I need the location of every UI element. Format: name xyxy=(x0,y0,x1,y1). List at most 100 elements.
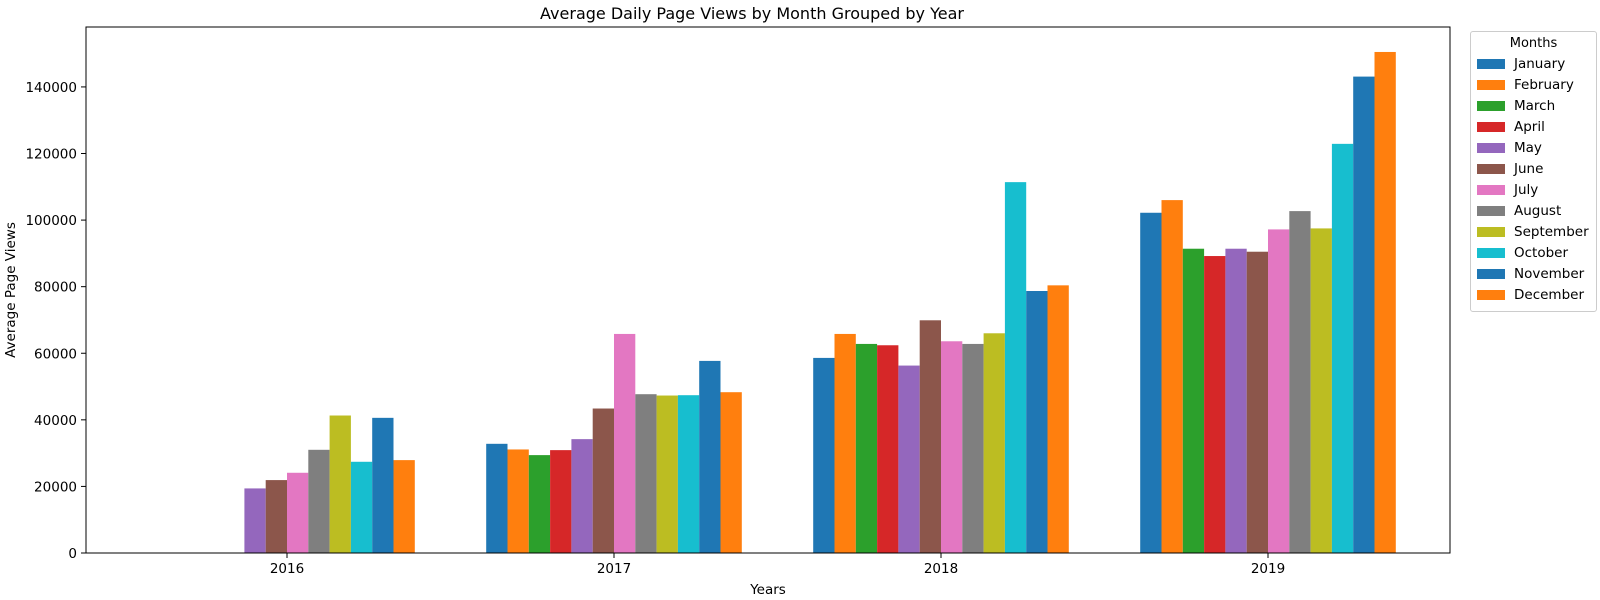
y-tick-label: 120000 xyxy=(25,147,77,163)
bar-october-2019 xyxy=(1331,143,1354,553)
legend-item-september: September xyxy=(1477,221,1590,242)
bar-may-2016 xyxy=(244,488,266,553)
legend-swatch xyxy=(1477,205,1505,216)
bar-august-2017 xyxy=(635,394,657,553)
bar-august-2018 xyxy=(962,343,984,553)
bar-may-2017 xyxy=(571,439,593,553)
y-axis-label: Average Page Views xyxy=(3,222,19,358)
x-tick-label: 2016 xyxy=(270,561,304,577)
bar-december-2017 xyxy=(720,392,742,553)
bar-november-2019 xyxy=(1353,76,1375,553)
bar-march-2018 xyxy=(855,343,878,553)
y-tick-label: 80000 xyxy=(34,280,77,296)
x-axis: 2016 2017 2018 2019 xyxy=(270,553,1285,577)
legend: Months January February March April May June J… xyxy=(1470,31,1597,312)
legend-label: April xyxy=(1514,118,1545,135)
bar-april-2017 xyxy=(550,450,572,553)
legend-swatch xyxy=(1477,142,1505,153)
bar-december-2016 xyxy=(393,460,415,553)
bar-january-2019 xyxy=(1140,212,1162,553)
legend-item-june: June xyxy=(1477,158,1590,179)
bar-august-2019 xyxy=(1289,211,1311,553)
bar-november-2018 xyxy=(1026,291,1048,553)
legend-title: Months xyxy=(1509,36,1558,51)
bar-june-2018 xyxy=(919,320,941,553)
x-tick-label: 2017 xyxy=(597,561,631,577)
bar-february-2019 xyxy=(1161,200,1183,554)
legend-swatch xyxy=(1477,58,1505,69)
legend-item-november: November xyxy=(1477,263,1590,284)
legend-label: February xyxy=(1514,76,1574,93)
legend-items: January February March April May June July Augu… xyxy=(1477,53,1590,305)
bar-june-2019 xyxy=(1246,251,1268,553)
y-tick-label: 0 xyxy=(68,546,77,562)
plot-frame xyxy=(85,26,1451,554)
legend-item-august: August xyxy=(1477,200,1590,221)
legend-item-april: April xyxy=(1477,116,1590,137)
legend-swatch xyxy=(1477,268,1505,279)
bar-january-2017 xyxy=(486,443,508,553)
bar-july-2019 xyxy=(1268,229,1290,553)
x-axis-label: Years xyxy=(749,582,786,598)
bars-group xyxy=(244,51,1396,554)
legend-swatch xyxy=(1477,247,1505,258)
y-axis: 0 20000 40000 60000 80000 100000 120000 140000 xyxy=(25,80,86,562)
bar-july-2018 xyxy=(941,341,963,553)
legend-swatch xyxy=(1477,163,1505,174)
legend-label: August xyxy=(1514,202,1562,219)
legend-label: May xyxy=(1514,139,1542,156)
legend-swatch xyxy=(1477,226,1505,237)
legend-item-may: May xyxy=(1477,137,1590,158)
legend-swatch xyxy=(1477,100,1505,111)
bar-march-2019 xyxy=(1182,248,1205,553)
bar-october-2018 xyxy=(1004,182,1027,553)
legend-swatch xyxy=(1477,79,1505,90)
bar-june-2017 xyxy=(592,408,614,553)
legend-label: October xyxy=(1514,244,1569,261)
bar-august-2016 xyxy=(308,449,330,553)
bar-january-2018 xyxy=(813,357,835,553)
y-tick-label: 140000 xyxy=(25,80,77,96)
bar-october-2017 xyxy=(677,395,700,553)
bar-may-2018 xyxy=(898,365,920,553)
bar-february-2017 xyxy=(507,449,529,553)
legend-label: November xyxy=(1514,265,1585,282)
bar-june-2016 xyxy=(265,480,287,553)
y-tick-label: 100000 xyxy=(25,213,77,229)
legend-swatch xyxy=(1477,121,1505,132)
legend-label: June xyxy=(1514,160,1544,177)
y-tick-label: 60000 xyxy=(34,346,77,362)
legend-item-july: July xyxy=(1477,179,1590,200)
y-tick-label: 20000 xyxy=(34,479,77,495)
bar-march-2017 xyxy=(528,455,551,553)
y-tick-label: 40000 xyxy=(34,413,77,429)
bar-december-2019 xyxy=(1374,51,1396,553)
bar-july-2017 xyxy=(614,333,636,553)
bar-november-2016 xyxy=(372,417,394,553)
legend-label: March xyxy=(1514,97,1556,114)
x-tick-label: 2018 xyxy=(924,561,958,577)
bar-november-2017 xyxy=(699,360,721,553)
legend-item-february: February xyxy=(1477,74,1590,95)
bar-october-2016 xyxy=(350,461,373,553)
legend-label: December xyxy=(1514,286,1585,303)
bar-december-2018 xyxy=(1047,285,1069,553)
legend-item-march: March xyxy=(1477,95,1590,116)
legend-label: September xyxy=(1514,223,1589,240)
bar-september-2017 xyxy=(656,395,678,553)
bar-september-2016 xyxy=(329,415,351,553)
x-tick-label: 2019 xyxy=(1251,561,1285,577)
legend-swatch xyxy=(1477,289,1505,300)
legend-label: January xyxy=(1514,55,1566,72)
legend-item-january: January xyxy=(1477,53,1590,74)
legend-label: July xyxy=(1514,181,1539,198)
bar-april-2018 xyxy=(877,345,899,553)
bar-september-2018 xyxy=(983,333,1005,553)
bar-july-2016 xyxy=(287,472,309,553)
legend-item-october: October xyxy=(1477,242,1590,263)
legend-swatch xyxy=(1477,184,1505,195)
bar-september-2019 xyxy=(1310,228,1332,553)
chart-title: Average Daily Page Views by Month Groupe… xyxy=(540,4,964,23)
legend-item-december: December xyxy=(1477,284,1590,305)
